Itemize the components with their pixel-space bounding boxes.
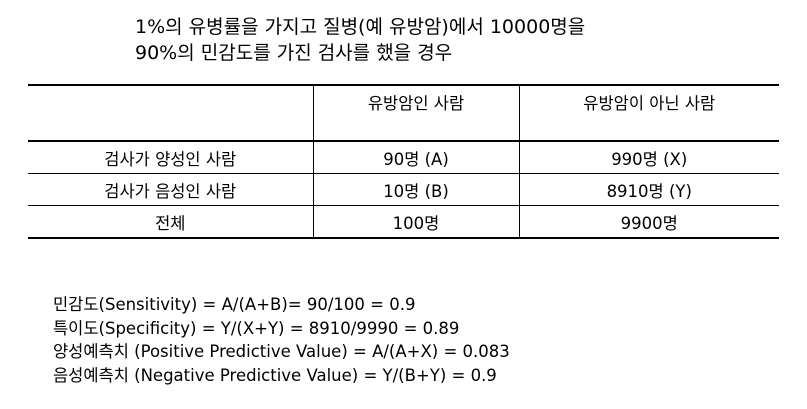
title-line-1: 1%의 유병률을 가지고 질병(예 유방암)에서 10000명을	[135, 16, 586, 38]
formula-list: 민감도(Sensitivity) = A/(A+B)= 90/100 = 0.9…	[53, 293, 773, 387]
table-header-cell-no-cancer: 유방암이 아닌 사람	[518, 84, 779, 142]
table-cell: 9900명	[518, 205, 779, 239]
formula-specificity: 특이도(Specificity) = Y/(X+Y) = 8910/9990 =…	[53, 318, 460, 338]
table-cell: 90명 (A)	[312, 140, 520, 174]
contingency-table: 유방암인 사람 유방암이 아닌 사람 검사가 양성인 사람 90명 (A) 99…	[28, 84, 779, 239]
table-cell-row-label: 검사가 양성인 사람	[28, 140, 314, 174]
document-title: 1%의 유병률을 가지고 질병(예 유방암)에서 10000명을 90%의 민감…	[135, 14, 775, 66]
title-line-2: 90%의 민감도를 가진 검사를 했을 경우	[135, 42, 453, 64]
table-cell-row-label: 검사가 음성인 사람	[28, 173, 314, 206]
table-header-row: 유방암인 사람 유방암이 아닌 사람	[28, 84, 779, 142]
formula-sensitivity: 민감도(Sensitivity) = A/(A+B)= 90/100 = 0.9	[53, 295, 416, 314]
table-cell: 100명	[312, 205, 520, 239]
table-cell: 8910명 (Y)	[518, 173, 779, 206]
table-row-positive: 검사가 양성인 사람 90명 (A) 990명 (X)	[28, 140, 779, 174]
formula-ppv: 양성예측치 (Positive Predictive Value) = A/(A…	[53, 342, 510, 361]
table-row-total: 전체 100명 9900명	[28, 205, 779, 239]
formula-npv: 음성예측치 (Negative Predictive Value) = Y/(B…	[53, 365, 497, 385]
table-header-cell-empty	[28, 84, 314, 142]
table-row-negative: 검사가 음성인 사람 10명 (B) 8910명 (Y)	[28, 173, 779, 206]
table-cell: 10명 (B)	[312, 173, 520, 206]
table-cell: 990명 (X)	[518, 140, 779, 174]
table-cell-row-label: 전체	[28, 205, 314, 239]
table-header-cell-cancer: 유방암인 사람	[312, 84, 520, 142]
